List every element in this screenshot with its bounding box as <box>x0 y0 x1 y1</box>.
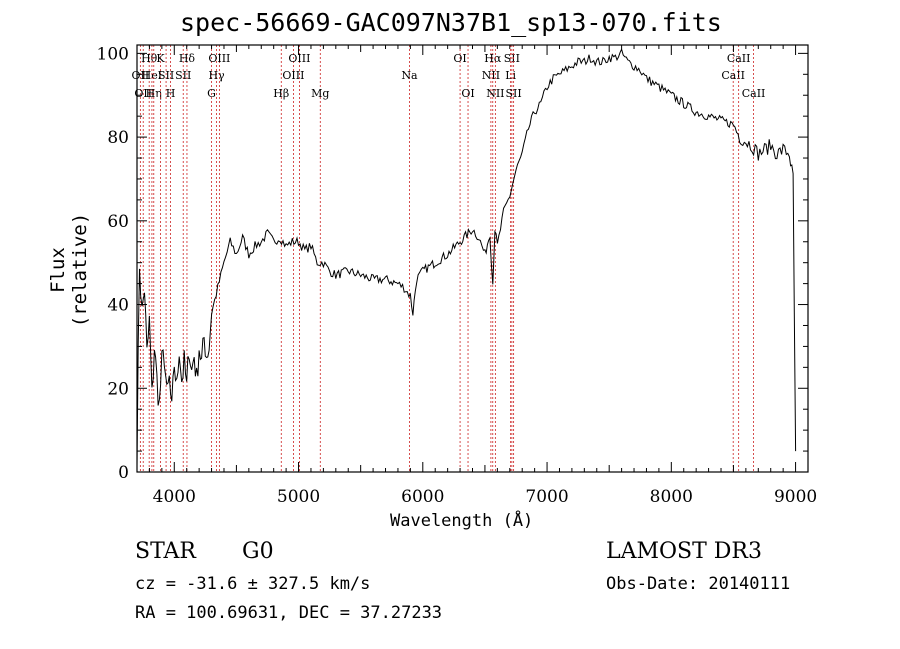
line-label-oi: OI <box>461 87 474 100</box>
obs-date: Obs-Date: 20140111 <box>606 574 791 594</box>
line-label-h: H <box>166 87 176 100</box>
x-tick-label: 4000 <box>153 487 196 507</box>
object-class: STAR <box>135 539 196 564</box>
axis-ticks: 4000 5000 6000 7000 8000 9000 0 20 40 60 80 100 <box>97 44 818 507</box>
line-label-oiii: OIII <box>282 69 304 82</box>
object-subclass: G0 <box>242 539 274 564</box>
y-tick-label: 100 <box>97 44 129 64</box>
line-label-sii: SII <box>506 87 522 100</box>
survey-name: LAMOST DR3 <box>606 539 762 564</box>
y-tick-label: 80 <box>107 128 129 148</box>
velocity-readout: cz = -31.6 ± 327.5 km/s <box>135 574 371 594</box>
x-tick-label: 6000 <box>401 487 444 507</box>
spectrum-series <box>136 47 797 466</box>
line-label-mg: Mg <box>311 87 329 100</box>
line-label-oi: OI <box>453 52 466 65</box>
coordinates: RA = 100.69631, DEC = 37.27233 <box>135 603 443 623</box>
line-label-oii: OII <box>131 69 149 82</box>
emission-line-markers: OII OII Hθ HeI Hη K SII H SII Hδ G Hγ OIII Hβ OIII OIII… <box>131 45 765 472</box>
line-label-caii: CaII <box>727 52 751 65</box>
line-label-hη: Hη <box>146 87 162 100</box>
chart-title: spec-56669-GAC097N37B1_sp13-070.fits <box>180 8 722 37</box>
line-label-k: K <box>156 52 165 65</box>
line-label-hα: Hα <box>484 52 502 65</box>
line-label-sii: SII <box>504 52 520 65</box>
line-label-hθ: Hθ <box>141 52 158 65</box>
line-label-nii: NII <box>486 87 504 100</box>
line-label-na: Na <box>401 69 418 82</box>
y-tick-label: 20 <box>107 379 129 399</box>
plot-frame <box>136 44 809 473</box>
line-label-hβ: Hβ <box>273 87 289 100</box>
spectrum-line <box>136 47 797 466</box>
y-tick-label: 0 <box>118 463 129 483</box>
line-label-oiii: OIII <box>288 52 310 65</box>
line-label-oii: OII <box>134 87 152 100</box>
line-label-sii: SII <box>175 69 191 82</box>
x-tick-label: 5000 <box>277 487 320 507</box>
line-label-hei: HeI <box>142 69 162 82</box>
line-label-hδ: Hδ <box>179 52 196 65</box>
line-label-sii: SII <box>158 69 174 82</box>
y-tick-label: 40 <box>107 296 129 316</box>
line-label-caii: CaII <box>742 87 766 100</box>
x-tick-label: 9000 <box>774 487 817 507</box>
line-label-li: Li <box>505 69 516 82</box>
line-label-oiii: OIII <box>208 52 230 65</box>
line-label-nii: NII <box>482 69 500 82</box>
y-tick-label: 60 <box>107 212 129 232</box>
line-label-hγ: Hγ <box>208 69 225 82</box>
x-tick-label: 7000 <box>525 487 568 507</box>
line-label-g: G <box>207 87 216 100</box>
x-axis-label: Wavelength (Å) <box>390 511 534 531</box>
line-label-caii: CaII <box>721 69 745 82</box>
x-tick-label: 8000 <box>650 487 693 507</box>
